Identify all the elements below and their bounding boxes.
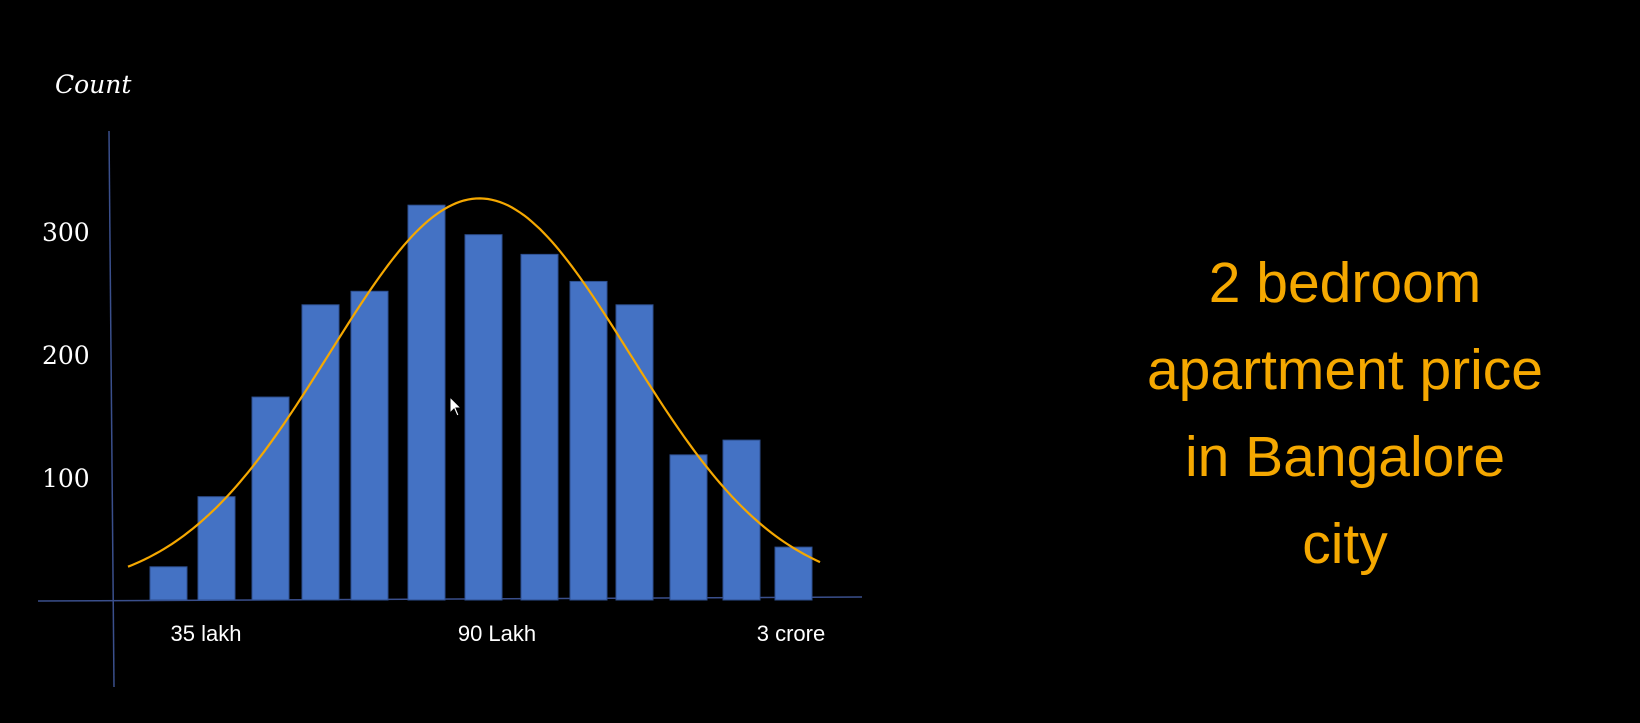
- histogram-bar: [669, 454, 708, 601]
- y-axis-title: Count: [55, 70, 132, 99]
- histogram-bar: [407, 204, 446, 601]
- y-tick-label: 100: [42, 464, 90, 493]
- y-tick-label: 300: [42, 218, 90, 247]
- histogram-bar: [197, 496, 236, 601]
- histogram-bar: [350, 290, 389, 601]
- histogram-bar: [464, 234, 503, 601]
- slide-title: 2 bedroom apartment price in Bangalore c…: [1080, 240, 1610, 588]
- title-line-4: city: [1302, 512, 1388, 576]
- title-line-1: 2 bedroom: [1208, 251, 1482, 315]
- title-line-2: apartment price: [1146, 338, 1544, 402]
- x-tick-label: 3 crore: [757, 621, 825, 646]
- histogram-chart: Count 100 200 300 35 lakh 90 Lakh 3 crore: [37, 70, 863, 688]
- histogram-bar: [615, 304, 654, 601]
- arrow-pointer-icon: [449, 396, 463, 417]
- histogram-bar: [301, 304, 340, 601]
- histogram-bar: [149, 566, 188, 601]
- histogram-bar: [520, 253, 559, 601]
- histogram-bar: [722, 439, 761, 601]
- y-axis: [108, 130, 115, 688]
- y-tick-labels: 100 200 300: [42, 218, 90, 493]
- x-tick-label: 90 Lakh: [458, 621, 536, 646]
- x-tick-labels: 35 lakh 90 Lakh 3 crore: [171, 621, 826, 646]
- x-tick-label: 35 lakh: [171, 621, 242, 646]
- bars-group: [149, 204, 813, 601]
- histogram-bar: [569, 280, 608, 601]
- y-tick-label: 200: [42, 341, 90, 370]
- histogram-bar: [251, 396, 290, 601]
- normal-distribution-curve: [127, 197, 821, 568]
- title-line-3: in Bangalore: [1184, 425, 1506, 489]
